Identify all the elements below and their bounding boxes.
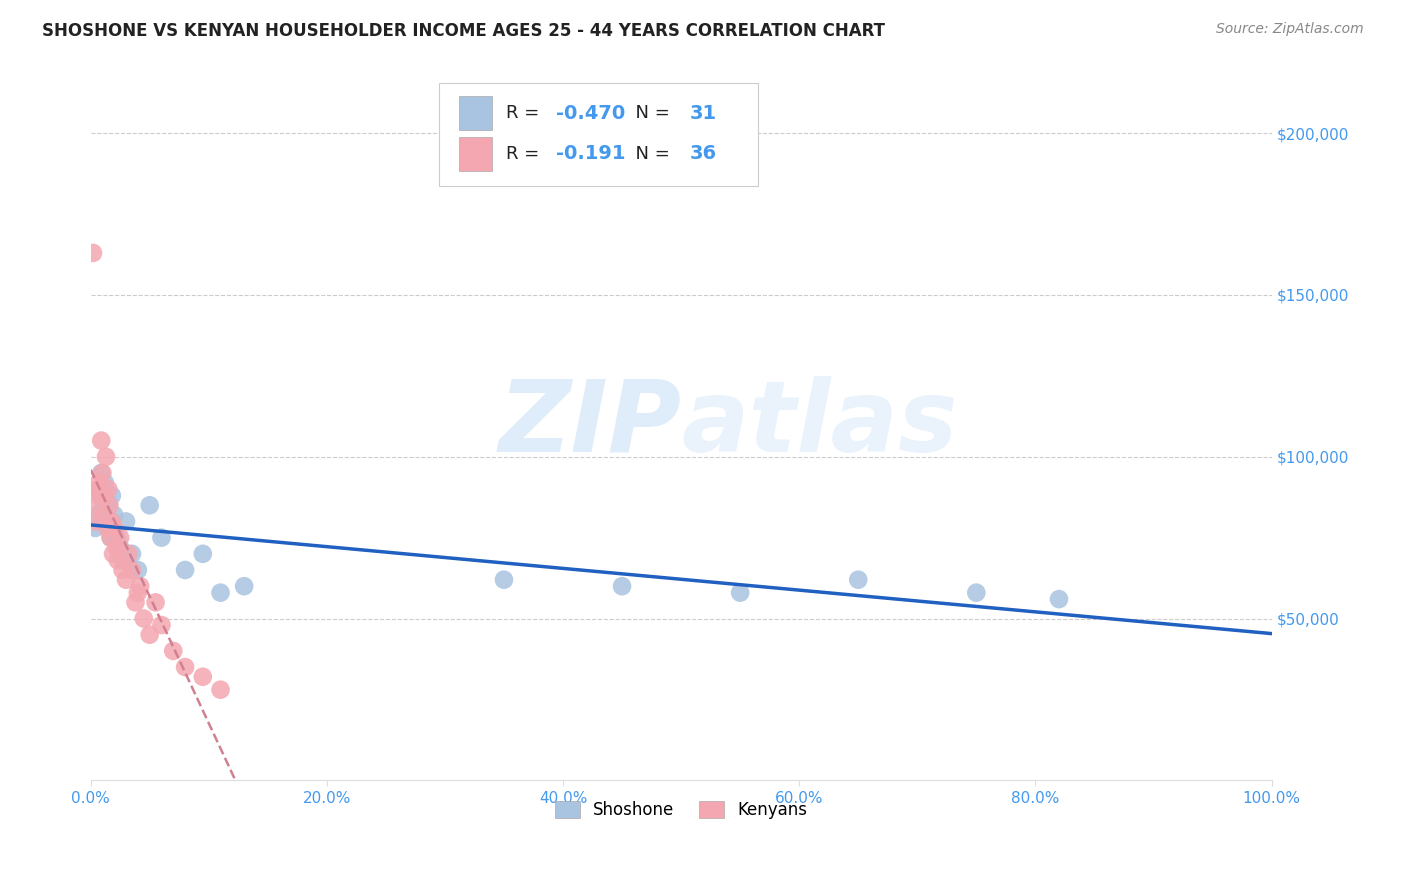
Point xyxy=(138,498,160,512)
Point xyxy=(105,541,128,555)
Point xyxy=(84,515,107,529)
Point xyxy=(101,489,124,503)
Point xyxy=(100,531,122,545)
FancyBboxPatch shape xyxy=(460,136,492,171)
Point xyxy=(150,531,173,545)
Point xyxy=(209,585,232,599)
Point xyxy=(90,466,112,480)
Point xyxy=(89,482,111,496)
Point xyxy=(91,489,114,503)
Point xyxy=(89,489,111,503)
Point xyxy=(174,660,197,674)
Text: SHOSHONE VS KENYAN HOUSEHOLDER INCOME AGES 25 - 44 YEARS CORRELATION CHART: SHOSHONE VS KENYAN HOUSEHOLDER INCOME AG… xyxy=(42,22,886,40)
Text: 36: 36 xyxy=(689,145,717,163)
Point xyxy=(174,563,197,577)
Point xyxy=(846,573,869,587)
Point xyxy=(127,585,149,599)
Point xyxy=(111,563,134,577)
Point xyxy=(101,547,124,561)
Point xyxy=(94,450,117,464)
Point xyxy=(98,498,121,512)
Text: atlas: atlas xyxy=(681,376,957,473)
Point xyxy=(105,531,128,545)
Point xyxy=(103,521,125,535)
Point xyxy=(121,547,143,561)
Text: -0.191: -0.191 xyxy=(555,145,626,163)
Point xyxy=(209,682,232,697)
Point xyxy=(610,579,633,593)
Point xyxy=(138,628,160,642)
Point xyxy=(94,508,117,522)
Point xyxy=(97,495,120,509)
Text: ZIP: ZIP xyxy=(498,376,681,473)
Point xyxy=(492,573,515,587)
Point xyxy=(98,521,121,535)
Point xyxy=(86,482,108,496)
Point xyxy=(112,553,135,567)
Point xyxy=(93,498,115,512)
Point xyxy=(162,644,184,658)
Point xyxy=(103,508,125,522)
Point xyxy=(90,434,112,448)
Point xyxy=(97,482,120,496)
Point xyxy=(124,595,146,609)
Point xyxy=(117,547,139,561)
Text: N =: N = xyxy=(624,145,676,163)
Point xyxy=(1047,592,1070,607)
Point xyxy=(127,563,149,577)
Point xyxy=(191,670,214,684)
Point xyxy=(191,547,214,561)
Text: N =: N = xyxy=(624,104,676,122)
Point xyxy=(91,466,114,480)
Point xyxy=(129,579,152,593)
Point xyxy=(94,515,117,529)
Point xyxy=(150,618,173,632)
Point xyxy=(87,475,110,490)
Point xyxy=(100,531,122,545)
Point xyxy=(101,515,124,529)
Point xyxy=(132,611,155,625)
Point xyxy=(121,563,143,577)
Point xyxy=(233,579,256,593)
Point xyxy=(965,585,987,599)
Point xyxy=(108,531,131,545)
Point xyxy=(86,508,108,522)
Point xyxy=(108,541,131,555)
FancyBboxPatch shape xyxy=(460,96,492,130)
FancyBboxPatch shape xyxy=(439,83,758,186)
Point xyxy=(84,521,107,535)
Point xyxy=(96,521,118,535)
Point xyxy=(145,595,167,609)
Text: R =: R = xyxy=(506,145,551,163)
Text: -0.470: -0.470 xyxy=(555,103,626,123)
Text: R =: R = xyxy=(506,104,546,122)
Point xyxy=(94,475,117,490)
Text: 31: 31 xyxy=(689,103,717,123)
Point xyxy=(107,553,129,567)
Point xyxy=(93,489,115,503)
Point xyxy=(115,573,138,587)
Point xyxy=(728,585,751,599)
Point xyxy=(115,515,138,529)
Legend: Shoshone, Kenyans: Shoshone, Kenyans xyxy=(548,794,814,825)
Text: Source: ZipAtlas.com: Source: ZipAtlas.com xyxy=(1216,22,1364,37)
Point xyxy=(82,246,104,260)
Point xyxy=(86,498,108,512)
